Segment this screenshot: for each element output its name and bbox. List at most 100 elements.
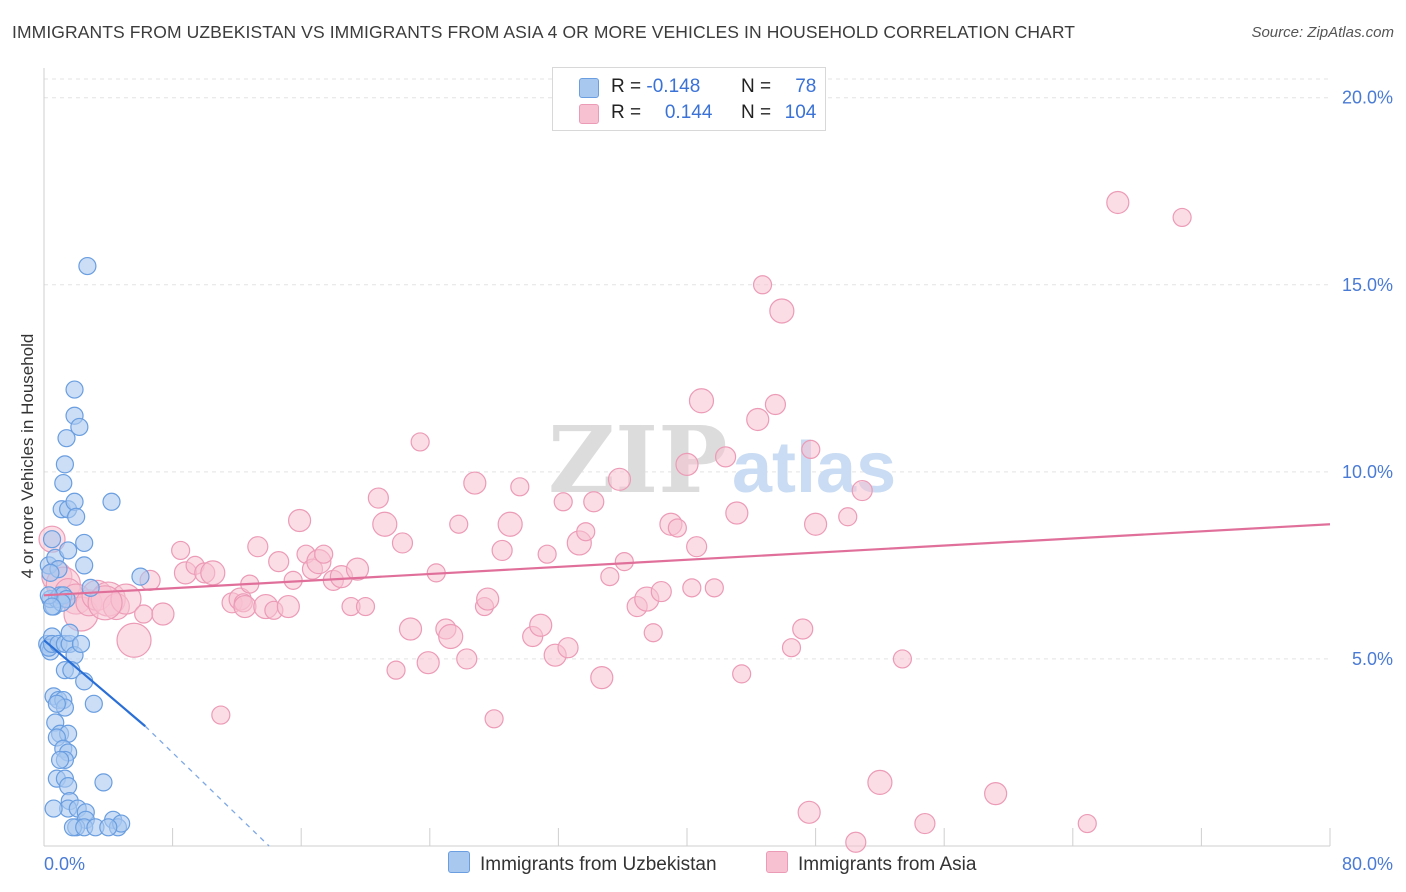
legend-r-value: -0.148 — [646, 76, 701, 97]
asia-point — [732, 664, 752, 684]
asia-point — [268, 551, 290, 573]
asia-point — [675, 452, 699, 476]
asia-point — [714, 446, 737, 468]
asia-point — [590, 666, 614, 690]
asia-point — [704, 578, 724, 598]
asia-point — [134, 604, 154, 624]
asia-point — [116, 622, 152, 658]
asia-point — [1077, 813, 1097, 834]
series-legend: Immigrants from Uzbekistan Immigrants fr… — [0, 851, 1406, 879]
asia-point — [1106, 190, 1130, 215]
asia-point — [386, 660, 406, 680]
asia-point — [667, 518, 687, 538]
uzbekistan-point — [57, 429, 76, 448]
asia-point — [398, 617, 423, 641]
x-tick-label: 0.0% — [44, 854, 85, 874]
asia-point — [914, 812, 936, 835]
asia-point — [686, 536, 708, 558]
asia-point — [769, 298, 795, 324]
legend-label-uzbekistan: Immigrants from Uzbekistan — [480, 854, 717, 875]
legend-swatch-uzbekistan — [448, 851, 470, 873]
tick-labels: 5.0% 10.0% 15.0% 20.0% 0.0% 80.0% — [44, 88, 1393, 874]
uzbekistan-point — [44, 799, 63, 818]
y-tick-label: 20.0% — [1342, 88, 1393, 108]
asia-point — [491, 539, 513, 562]
uzbekistan-point — [42, 597, 62, 616]
asia-point — [510, 477, 530, 497]
asia-point — [583, 491, 605, 513]
asia-point — [781, 638, 802, 658]
asia-point — [803, 512, 828, 536]
asia-point — [892, 649, 913, 669]
uzbekistan-point — [131, 567, 150, 586]
asia-point — [746, 407, 770, 432]
asia-point — [838, 507, 858, 527]
asia-point — [851, 479, 873, 502]
uzbekistan-point — [102, 492, 121, 511]
asia-point — [287, 508, 312, 533]
asia-point — [845, 831, 867, 853]
watermark-atlas: atlas — [732, 428, 896, 508]
legend-r-label: R = — [611, 76, 642, 97]
y-tick-label: 15.0% — [1342, 275, 1393, 295]
uzbekistan-point — [47, 694, 66, 713]
asia-point — [797, 800, 821, 824]
uzbekistan-point — [42, 530, 62, 549]
asia-point — [643, 623, 663, 643]
uzbekistan-point — [75, 556, 94, 575]
asia-point — [233, 594, 257, 619]
x-tick-label: 80.0% — [1342, 854, 1393, 874]
asia-point — [867, 769, 893, 795]
correlation-legend: R = -0.148 N = 78 R = 0.144 N = 104 — [552, 67, 826, 131]
asia-point — [247, 536, 269, 558]
uzbekistan-point — [59, 777, 78, 796]
asia-point — [557, 637, 579, 659]
uzbekistan-point — [78, 256, 97, 276]
trend-lines — [43, 523, 1331, 847]
uzbekistan-point — [65, 492, 84, 511]
legend-item-uzbekistan: Immigrants from Uzbekistan — [448, 851, 717, 876]
asia-point — [614, 552, 634, 572]
uzbekistan-point — [70, 417, 89, 437]
uzbekistan-trend-extension — [144, 725, 270, 847]
legend-n-value: 78 — [795, 76, 817, 97]
asia-point — [456, 648, 478, 670]
asia-point — [576, 522, 596, 542]
asia-point — [792, 618, 814, 640]
asia-point — [553, 492, 573, 512]
asia-point — [529, 613, 553, 637]
y-tick-label: 10.0% — [1342, 462, 1393, 482]
asia-point — [314, 544, 334, 564]
uzbekistan-point — [41, 563, 60, 582]
asia-point — [984, 782, 1008, 806]
source-credit: Source: ZipAtlas.com — [1251, 24, 1394, 41]
asia-point — [476, 587, 500, 611]
uzbekistan-point — [54, 473, 73, 493]
asia-point — [682, 578, 702, 598]
uzbekistan-trend-line — [43, 639, 146, 728]
asia-point — [650, 580, 672, 603]
asia-point — [449, 514, 469, 534]
asia-point — [416, 651, 440, 675]
legend-n-value: 104 — [784, 102, 817, 123]
y-tick-label: 5.0% — [1352, 649, 1393, 669]
asia-points — [38, 190, 1192, 853]
axes — [43, 68, 1331, 847]
uzbekistan-point — [99, 818, 118, 837]
uzbekistan-point — [67, 507, 86, 526]
legend-label-asia: Immigrants from Asia — [798, 854, 977, 875]
uzbekistan-point — [59, 541, 78, 560]
asia-point — [752, 275, 773, 295]
chart-title: IMMIGRANTS FROM UZBEKISTAN VS IMMIGRANTS… — [12, 22, 1076, 42]
asia-point — [151, 602, 175, 626]
asia-point — [410, 432, 430, 452]
asia-point — [600, 567, 620, 587]
uzbekistan-point — [60, 623, 79, 642]
uzbekistan-point — [84, 694, 103, 713]
watermark-zip: ZIP — [548, 406, 727, 514]
asia-point — [1172, 207, 1192, 228]
asia-point — [438, 623, 464, 650]
asia-point — [372, 511, 398, 537]
asia-point — [463, 471, 487, 495]
